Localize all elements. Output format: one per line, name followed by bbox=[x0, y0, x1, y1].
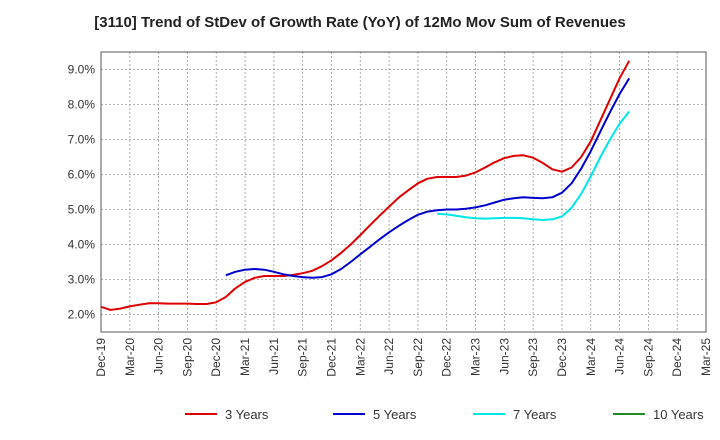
x-tick-label: Sep-22 bbox=[411, 338, 425, 377]
x-tick-label: Mar-24 bbox=[584, 338, 598, 376]
y-tick-label: 5.0% bbox=[68, 203, 96, 217]
x-tick-label: Sep-24 bbox=[641, 338, 655, 377]
legend-label: 5 Years bbox=[373, 407, 417, 422]
y-tick-label: 8.0% bbox=[68, 98, 96, 112]
x-tick-label: Jun-20 bbox=[152, 338, 166, 375]
x-tick-label: Dec-24 bbox=[670, 338, 684, 377]
x-tick-label: Mar-20 bbox=[123, 338, 137, 376]
x-tick-label: Dec-20 bbox=[209, 338, 223, 377]
x-tick-label: Dec-23 bbox=[555, 338, 569, 377]
x-tick-label: Dec-21 bbox=[324, 338, 338, 377]
y-tick-label: 4.0% bbox=[68, 238, 96, 252]
x-tick-label: Jun-21 bbox=[267, 338, 281, 375]
y-tick-label: 2.0% bbox=[68, 308, 96, 322]
x-tick-label: Sep-21 bbox=[296, 338, 310, 377]
plot-area bbox=[101, 52, 706, 332]
chart-title: [3110] Trend of StDev of Growth Rate (Yo… bbox=[94, 14, 626, 31]
x-tick-label: Mar-25 bbox=[699, 338, 713, 376]
x-tick-label: Jun-22 bbox=[382, 338, 396, 375]
x-tick-label: Dec-19 bbox=[94, 338, 108, 377]
plot-frame bbox=[100, 51, 707, 333]
x-tick-label: Mar-21 bbox=[238, 338, 252, 376]
y-tick-label: 3.0% bbox=[68, 273, 96, 287]
x-tick-label: Sep-23 bbox=[526, 338, 540, 377]
legend-label: 7 Years bbox=[513, 407, 557, 422]
legend-label: 3 Years bbox=[225, 407, 269, 422]
x-tick-label: Jun-24 bbox=[613, 338, 627, 375]
legend-label: 10 Years bbox=[653, 407, 704, 422]
series-line-5-years bbox=[225, 77, 631, 279]
series-line-3-years bbox=[100, 60, 631, 311]
y-tick-label: 9.0% bbox=[68, 63, 96, 77]
y-tick-label: 7.0% bbox=[68, 133, 96, 147]
x-tick-label: Jun-23 bbox=[497, 338, 511, 375]
series-line-7-years bbox=[437, 110, 630, 221]
y-tick-label: 6.0% bbox=[68, 168, 96, 182]
x-tick-label: Dec-22 bbox=[440, 338, 454, 377]
x-tick-label: Mar-22 bbox=[353, 338, 367, 376]
x-tick-label: Mar-23 bbox=[469, 338, 483, 376]
x-tick-label: Sep-20 bbox=[180, 338, 194, 377]
